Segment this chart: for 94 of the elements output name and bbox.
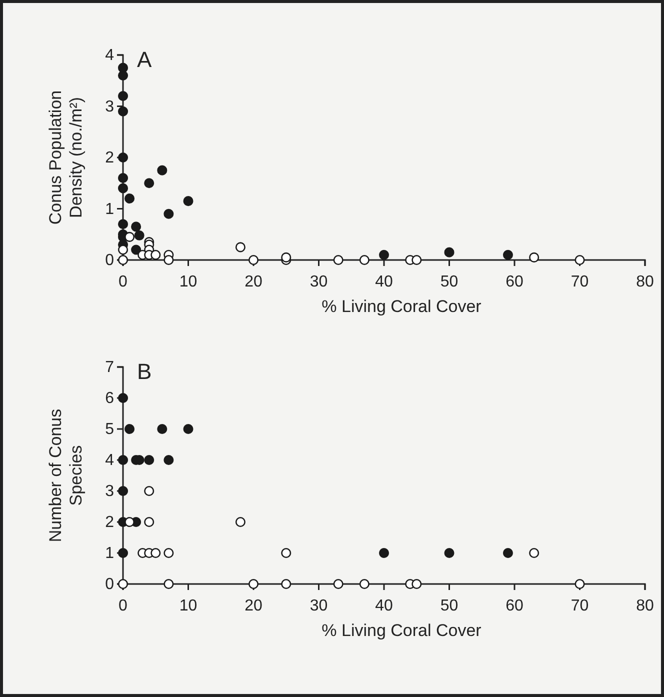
point [118, 454, 128, 466]
y-tick-label: 0 [105, 252, 114, 270]
point [333, 578, 344, 590]
x-tick-label: 20 [244, 598, 262, 615]
point [118, 244, 128, 255]
point [164, 578, 174, 590]
y-tick-label: 4 [105, 452, 114, 470]
point [118, 392, 128, 404]
x-tick-label: 0 [118, 274, 128, 291]
point [164, 454, 174, 466]
point [118, 106, 128, 116]
y-tick-label: 6 [105, 390, 114, 408]
point [248, 254, 259, 266]
y-tick-label: 2 [105, 150, 114, 167]
point [164, 548, 174, 558]
point [412, 578, 422, 590]
point [164, 208, 174, 219]
point [144, 454, 154, 466]
point [118, 548, 128, 558]
point [144, 486, 154, 496]
x-tick-label: 20 [244, 274, 262, 291]
point [131, 222, 142, 232]
point [118, 152, 128, 163]
y-tick-label: 2 [105, 514, 114, 532]
point [378, 250, 390, 260]
x-tick-label: 0 [118, 598, 128, 615]
point [157, 165, 168, 176]
x-tick-label: 30 [310, 598, 328, 615]
point [359, 578, 370, 590]
point [574, 254, 585, 266]
point [164, 254, 174, 266]
x-axis-title: % Living Coral Cover [322, 297, 482, 316]
point [150, 250, 161, 260]
y-axis-title: Conus Population Density (no./m²) [46, 90, 86, 225]
point [281, 578, 292, 590]
point [378, 548, 390, 558]
point [281, 252, 292, 262]
point [183, 424, 194, 434]
x-tick-label: 40 [375, 598, 393, 615]
point [412, 254, 422, 266]
x-tick-label: 10 [179, 598, 198, 615]
point [118, 219, 128, 230]
point [131, 244, 142, 255]
x-tick-label: 40 [375, 274, 393, 291]
point [118, 90, 128, 102]
x-tick-label: 80 [636, 598, 654, 615]
y-tick-label: 1 [105, 200, 114, 218]
point [124, 516, 135, 528]
point [144, 516, 154, 528]
point [150, 548, 161, 558]
x-axis-title: % Living Coral Cover [322, 621, 482, 640]
x-tick-label: 70 [570, 598, 589, 615]
point [183, 196, 194, 206]
point [235, 242, 246, 252]
point [333, 254, 344, 266]
y-tick-label: 3 [105, 98, 114, 116]
point [134, 230, 144, 240]
point [444, 247, 454, 258]
y-axis-title: Number of Conus Species [46, 408, 86, 542]
point [502, 250, 513, 260]
point [444, 548, 454, 558]
point [157, 424, 168, 434]
y-tick-label: 1 [105, 545, 114, 562]
point [118, 486, 128, 496]
point [118, 70, 128, 81]
x-tick-label: 70 [570, 274, 589, 291]
x-tick-label: 60 [506, 274, 524, 291]
chart-title: B [137, 359, 152, 384]
y-tick-label: 5 [105, 421, 114, 438]
point [124, 424, 135, 434]
point [574, 578, 585, 590]
point [144, 178, 154, 188]
point [529, 548, 540, 558]
point [118, 172, 128, 184]
y-tick-label: 3 [105, 483, 114, 500]
point [359, 254, 370, 266]
point [124, 232, 135, 242]
point [124, 193, 135, 204]
point [281, 548, 292, 558]
x-tick-label: 50 [440, 274, 458, 291]
x-tick-label: 10 [179, 274, 198, 291]
x-tick-label: 80 [636, 274, 654, 291]
x-tick-label: 50 [440, 598, 458, 615]
y-tick-label: 4 [105, 47, 114, 64]
point [529, 252, 540, 262]
y-tick-label: 0 [105, 576, 114, 594]
point [502, 548, 513, 558]
point [118, 183, 128, 194]
chart-title: A [137, 47, 152, 72]
point [248, 578, 259, 590]
point [235, 516, 246, 528]
y-tick-label: 7 [105, 359, 114, 376]
x-tick-label: 60 [506, 598, 524, 615]
x-tick-label: 30 [310, 274, 328, 291]
